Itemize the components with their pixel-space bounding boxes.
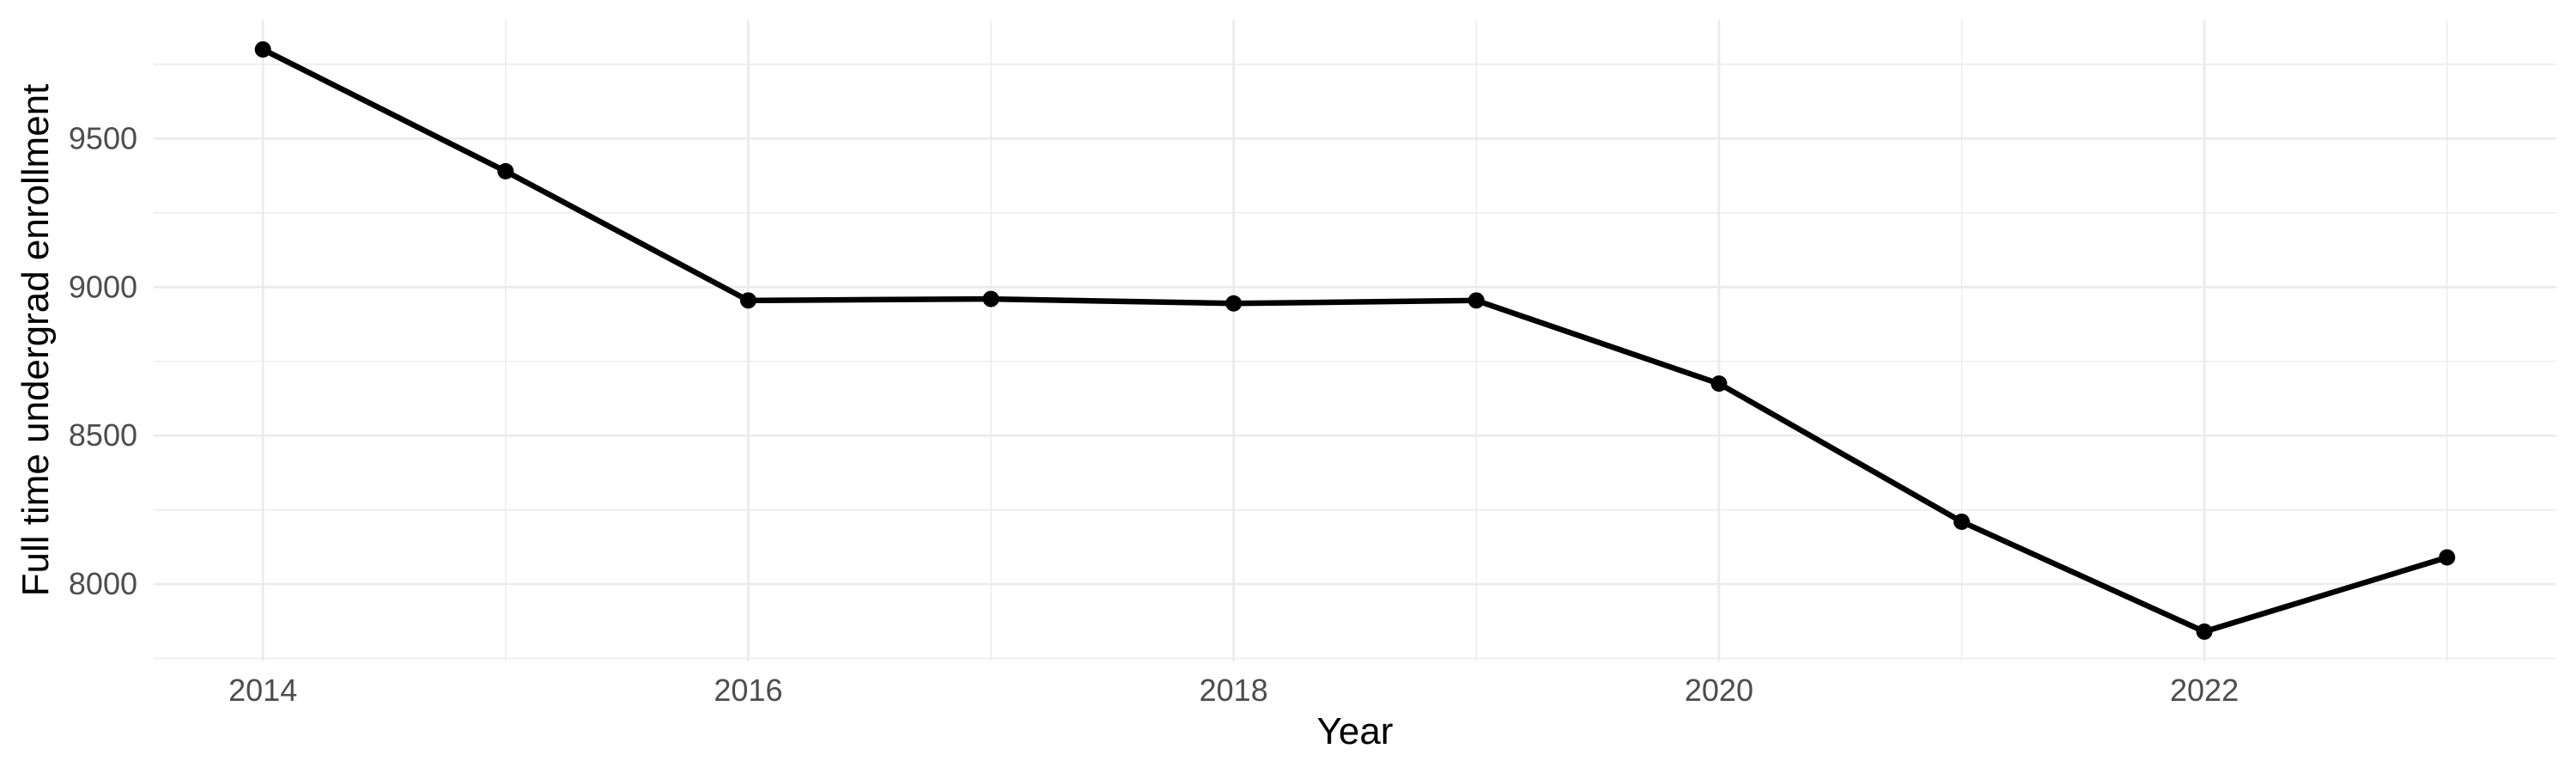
y-axis-tick-labels: 9500 9000 8500 8000 <box>69 120 137 601</box>
data-point <box>254 41 271 58</box>
y-axis-title: Full time undergrad enrollment <box>15 84 57 597</box>
x-axis-tick-labels: 2014 2016 2018 2020 2022 <box>228 673 2239 708</box>
y-tick-label: 9000 <box>69 269 137 304</box>
y-tick-label: 8000 <box>69 566 137 601</box>
x-tick-label: 2020 <box>1685 673 1753 708</box>
data-point <box>739 292 756 309</box>
x-axis-title: Year <box>1317 710 1394 752</box>
x-tick-label: 2016 <box>714 673 782 708</box>
x-tick-label: 2022 <box>2170 673 2239 708</box>
data-point <box>982 290 999 307</box>
data-point <box>1467 292 1485 309</box>
data-point <box>497 162 514 180</box>
enrollment-line <box>261 46 2448 635</box>
x-tick-label: 2014 <box>228 673 297 708</box>
data-point <box>2196 623 2213 640</box>
data-point <box>1953 513 1971 530</box>
y-tick-label: 8500 <box>69 417 137 453</box>
x-tick-label: 2018 <box>1200 673 1268 708</box>
data-point <box>1710 375 1728 393</box>
data-point <box>1225 295 1242 312</box>
gridlines <box>154 20 2556 661</box>
data-point <box>2439 549 2456 566</box>
y-tick-label: 9500 <box>69 120 137 155</box>
data-series <box>254 41 2456 640</box>
